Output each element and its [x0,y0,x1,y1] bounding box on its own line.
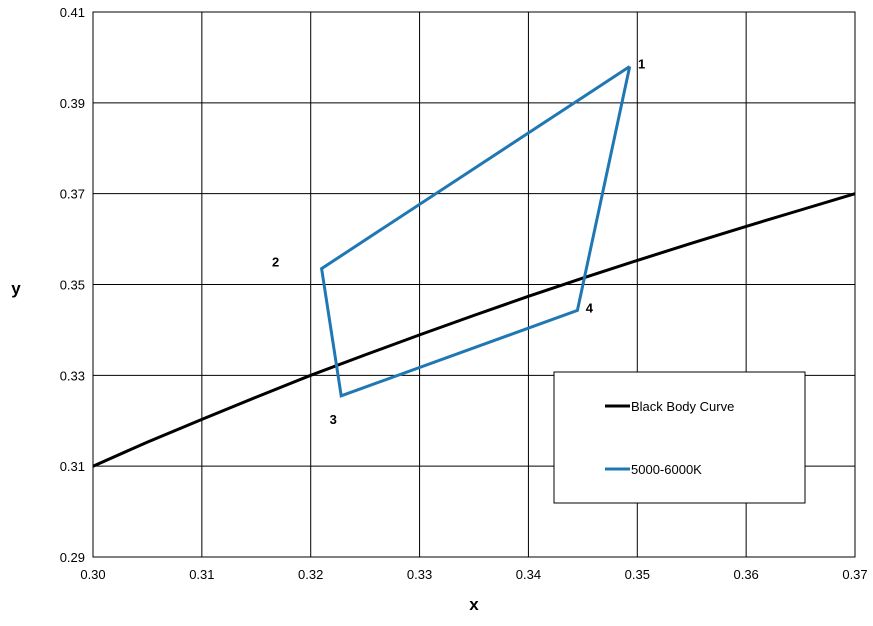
x-tick-label-5: 0.35 [625,567,650,582]
x-tick-label-3: 0.33 [407,567,432,582]
vertex-label-1: 1 [638,57,645,72]
vertex-label-4: 4 [586,300,594,315]
x-axis-title: x [469,595,479,614]
legend: Black Body Curve 5000-6000K [553,371,806,504]
x-tick-label-4: 0.34 [516,567,541,582]
y-tick-label-0: 0.29 [60,550,85,565]
y-tick-label-4: 0.37 [60,187,85,202]
x-tick-label-0: 0.30 [80,567,105,582]
x-tick-label-2: 0.32 [298,567,323,582]
legend-label-5000-6000k: 5000-6000K [631,462,702,477]
y-tick-label-2: 0.33 [60,368,85,383]
series-line-black-body-curve [92,192,856,468]
y-tick-label-6: 0.41 [60,5,85,20]
y-tick-labels: 0.29 0.31 0.33 0.35 0.37 0.39 0.41 [60,5,85,565]
plot-frame [92,11,856,558]
legend-label-black-body: Black Body Curve [631,399,734,414]
grid-lines [92,11,856,558]
legend-box [553,371,806,504]
y-tick-label-5: 0.39 [60,96,85,111]
x-tick-label-7: 0.37 [842,567,867,582]
series-line-5000-6000k [319,65,632,398]
vertex-labels: 1 2 3 4 [272,57,645,427]
x-tick-label-1: 0.31 [189,567,214,582]
y-tick-label-3: 0.35 [60,278,85,293]
y-tick-label-1: 0.31 [60,459,85,474]
series-group [92,65,856,468]
x-tick-labels: 0.30 0.31 0.32 0.33 0.34 0.35 0.36 0.37 [80,567,867,582]
x-tick-label-6: 0.36 [733,567,758,582]
vertex-label-3: 3 [330,412,337,427]
vertex-label-2: 2 [272,255,279,270]
y-axis-title: y [11,279,21,298]
